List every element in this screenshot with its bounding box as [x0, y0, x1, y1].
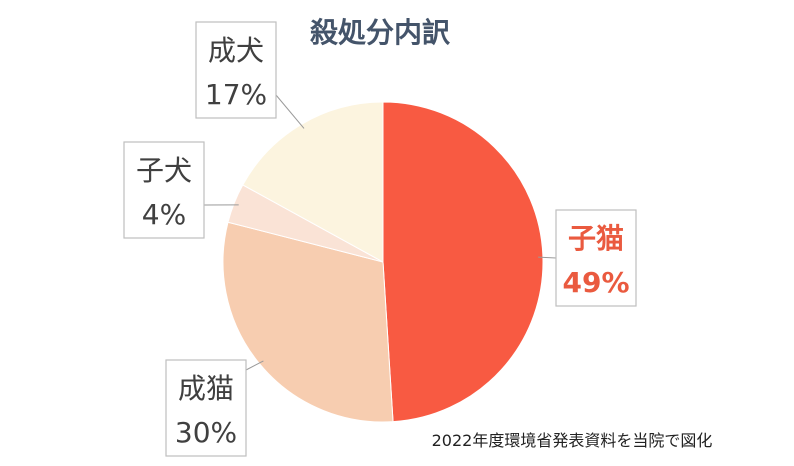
pie-slices	[222, 101, 544, 423]
pie-slice-1	[222, 221, 394, 423]
leader-line-0	[538, 256, 557, 259]
slice-value-label-1: 30%	[175, 416, 237, 449]
pie-slice-0	[382, 101, 544, 423]
slice-label-0: 子猫	[568, 222, 624, 255]
slice-label-1: 成猫	[178, 372, 234, 405]
slice-label-2: 子犬	[136, 154, 192, 187]
slice-value-label-0: 49%	[562, 266, 629, 299]
pie-slice-3	[242, 101, 384, 263]
leader-line-3	[275, 94, 305, 129]
chart-title: 殺処分内訳	[310, 16, 451, 49]
source-note: 2022年度環境省発表資料を当院で図化	[432, 431, 713, 450]
callout-box-3	[195, 21, 277, 119]
slice-label-3: 成犬	[208, 34, 264, 67]
callout-box-0	[555, 209, 637, 307]
callout-box-1	[165, 359, 247, 457]
slice-callouts: 子猫 49% 成猫 30% 子犬 4% 成犬 17%	[123, 21, 637, 457]
callout-box-2	[123, 141, 205, 239]
leader-line-1	[245, 360, 264, 371]
slice-value-label-3: 17%	[205, 78, 267, 111]
slice-value-label-2: 4%	[142, 198, 186, 231]
